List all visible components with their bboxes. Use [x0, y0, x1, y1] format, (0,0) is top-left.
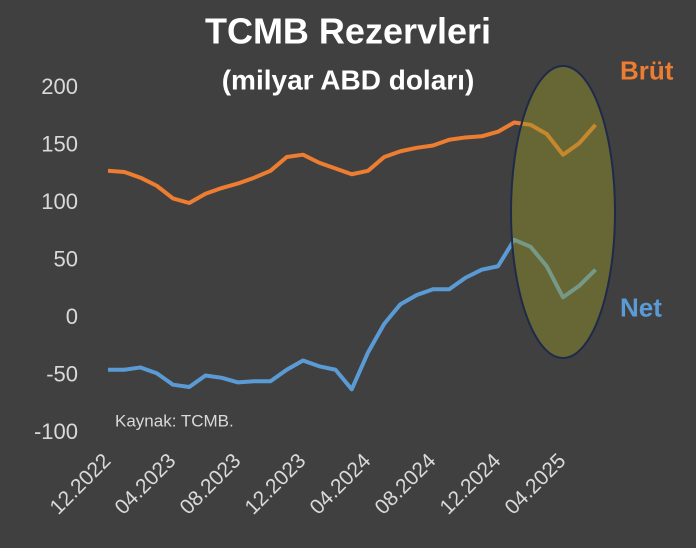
y-tick-label: 50 — [54, 246, 78, 271]
highlight-ellipse — [510, 65, 616, 359]
series-line — [108, 237, 597, 392]
series-label: Net — [620, 293, 662, 323]
y-tick-label: 0 — [66, 304, 78, 329]
chart-title: TCMB Rezervleri — [205, 11, 491, 52]
y-tick-label: 150 — [41, 131, 78, 156]
series-line — [107, 120, 597, 205]
y-tick-label: 100 — [41, 189, 78, 214]
y-tick-label: -100 — [34, 419, 78, 444]
series-label: Brüt — [620, 56, 674, 86]
chart-subtitle: (milyar ABD doları) — [222, 64, 475, 95]
source-note: Kaynak: TCMB. — [115, 411, 234, 430]
y-tick-label: -50 — [46, 361, 78, 386]
y-tick-label: 200 — [41, 74, 78, 99]
